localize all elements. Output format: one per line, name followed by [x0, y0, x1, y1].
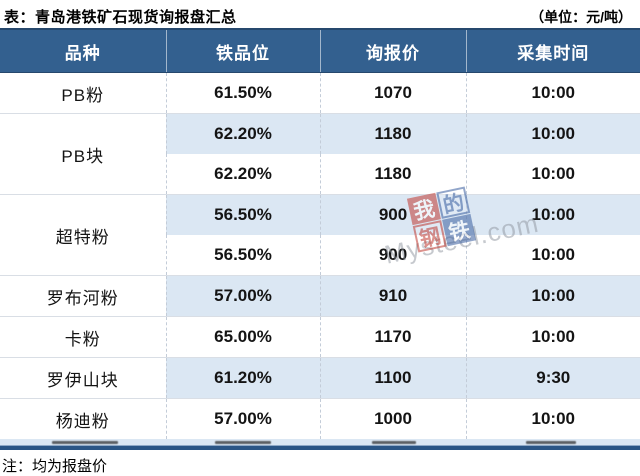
clipped-text-remnant: [526, 441, 576, 444]
cell-price: 910: [319, 275, 466, 317]
table-row: PB块 62.20% 1180 10:00: [0, 113, 640, 195]
clipped-text-remnant: [372, 441, 416, 444]
cell-variety: 卡粉: [0, 316, 166, 358]
clipped-text-remnant: [215, 441, 271, 444]
table-row: 杨迪粉 57.00% 1000 10:00: [0, 398, 640, 439]
cell-variety: 超特粉: [0, 194, 166, 276]
cell-time: 9:30: [465, 357, 640, 399]
clipped-table-row: [0, 439, 640, 445]
cell-price: 1180: [319, 113, 466, 154]
cell-time: 10:00: [465, 194, 640, 235]
cell-variety: 罗布河粉: [0, 275, 166, 317]
table-row: 62.20% 1180 10:00: [0, 154, 640, 195]
cell-variety: 罗伊山块: [0, 357, 166, 399]
cell-grade: 56.50%: [165, 194, 320, 235]
quotation-table: 品种 铁品位 询报价 采集时间 PB粉 61.50% 1070 10:00 PB…: [0, 28, 640, 439]
table-row: 卡粉 65.00% 1170 10:00: [0, 316, 640, 358]
cell-variety: 杨迪粉: [0, 398, 166, 439]
table-row: 56.50% 900 10:00: [0, 235, 640, 276]
cell-grade: 62.20%: [165, 113, 320, 154]
cell-time: 10:00: [465, 398, 640, 439]
cell-price: 1180: [319, 154, 466, 195]
header-grade: 铁品位: [165, 28, 320, 73]
header-time: 采集时间: [465, 28, 640, 73]
footnote: 注：均为报盘价: [2, 458, 108, 475]
cell-time: 10:00: [465, 275, 640, 317]
table-header: 品种 铁品位 询报价 采集时间: [0, 28, 640, 73]
cell-time: 10:00: [465, 113, 640, 154]
table-row: PB粉 61.50% 1070 10:00: [0, 72, 640, 114]
cell-time: 10:00: [465, 154, 640, 195]
cell-grade: 65.00%: [165, 316, 320, 358]
table-row: 超特粉 56.50% 900 10:00: [0, 194, 640, 276]
header-price: 询报价: [319, 28, 466, 73]
cell-grade: 61.50%: [165, 72, 320, 114]
cell-price: 1000: [319, 398, 466, 439]
clipped-text-remnant: [52, 441, 118, 444]
cell-price: 1170: [319, 316, 466, 358]
caption-bar: 表：青岛港铁矿石现货询报盘汇总 （单位：元/吨）: [0, 0, 640, 28]
cell-grade: 62.20%: [165, 154, 320, 195]
cell-price: 1070: [319, 72, 466, 114]
table-title: 表：青岛港铁矿石现货询报盘汇总: [4, 9, 237, 26]
cell-price: 900: [319, 194, 466, 235]
cell-grade: 57.00%: [165, 275, 320, 317]
cell-time: 10:00: [465, 235, 640, 276]
cell-price: 900: [319, 235, 466, 276]
table-row: 罗伊山块 61.20% 1100 9:30: [0, 357, 640, 399]
cell-variety: PB粉: [0, 72, 166, 114]
cell-price: 1100: [319, 357, 466, 399]
unit-label: （单位：元/吨）: [530, 8, 632, 25]
cell-variety: PB块: [0, 113, 166, 195]
cell-grade: 61.20%: [165, 357, 320, 399]
cell-grade: 56.50%: [165, 235, 320, 276]
cell-time: 10:00: [465, 72, 640, 114]
cell-grade: 57.00%: [165, 398, 320, 439]
table-row: 罗布河粉 57.00% 910 10:00: [0, 275, 640, 317]
cell-time: 10:00: [465, 316, 640, 358]
header-variety: 品种: [0, 28, 166, 73]
